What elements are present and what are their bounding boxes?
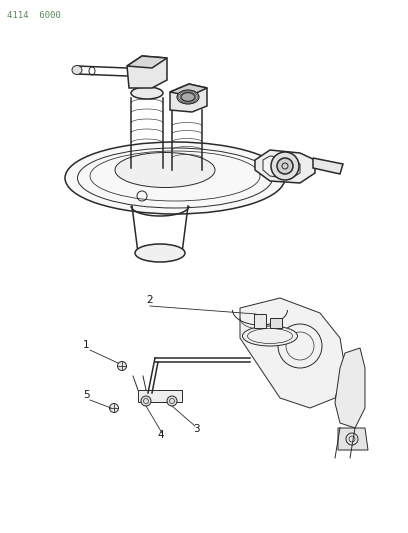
Ellipse shape <box>72 66 82 75</box>
Text: 4: 4 <box>157 430 164 440</box>
Circle shape <box>277 158 293 174</box>
Circle shape <box>118 361 126 370</box>
Polygon shape <box>240 298 345 408</box>
Ellipse shape <box>181 93 195 101</box>
Ellipse shape <box>177 90 199 104</box>
Text: 2: 2 <box>146 295 153 305</box>
Circle shape <box>109 403 118 413</box>
Text: 1: 1 <box>83 340 90 350</box>
Polygon shape <box>270 318 282 328</box>
Polygon shape <box>313 158 343 174</box>
Polygon shape <box>338 428 368 450</box>
Ellipse shape <box>242 326 297 346</box>
Polygon shape <box>255 150 315 183</box>
Text: 3: 3 <box>193 424 200 434</box>
Circle shape <box>141 396 151 406</box>
Ellipse shape <box>115 152 215 188</box>
Circle shape <box>271 152 299 180</box>
Polygon shape <box>254 314 266 328</box>
Polygon shape <box>127 56 167 88</box>
Ellipse shape <box>131 87 163 99</box>
Ellipse shape <box>65 142 285 214</box>
Text: 5: 5 <box>83 390 90 400</box>
Polygon shape <box>170 84 207 96</box>
Polygon shape <box>263 156 300 179</box>
Polygon shape <box>170 84 207 112</box>
Polygon shape <box>335 348 365 428</box>
Text: 4114  6000: 4114 6000 <box>7 11 61 20</box>
Ellipse shape <box>135 244 185 262</box>
Polygon shape <box>127 56 167 68</box>
Circle shape <box>167 396 177 406</box>
Polygon shape <box>138 390 182 402</box>
